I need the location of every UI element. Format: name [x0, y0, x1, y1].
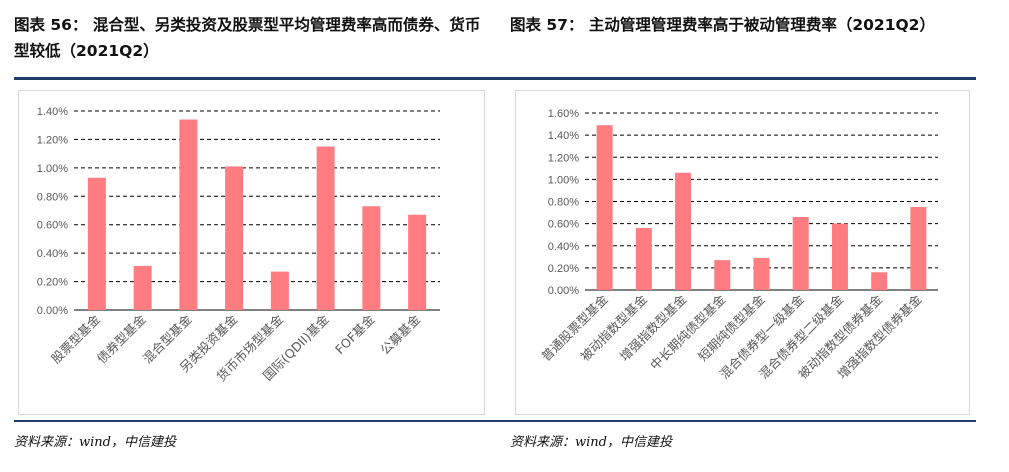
bar — [635, 228, 652, 290]
left-figure-title: 图表 56： 混合型、另类投资及股票型平均管理费率高而债券、货币型较低（2021… — [14, 16, 481, 60]
y-tick-label: 0.00% — [548, 285, 579, 297]
y-tick-label: 0.60% — [548, 219, 579, 231]
bar — [133, 265, 152, 310]
x-category-label: 普通股票型基金 — [538, 291, 611, 364]
bar — [316, 146, 335, 310]
right-source-note: 资料来源：wind，中信建投 — [510, 435, 672, 450]
bar — [792, 216, 809, 290]
y-tick-label: 1.00% — [548, 174, 579, 186]
bar — [675, 172, 692, 290]
left-bar-chart: 0.00% 0.20% 0.40% 0.60% 0.80% 1.00% 1.20% 1.40%… — [37, 106, 440, 384]
y-tick-label: 0.40% — [548, 241, 579, 253]
right-bar-chart: 0.00% 0.20% 0.40% 0.60% 0.80% 1.00% 1.20% 1.40%… — [538, 108, 938, 382]
bar — [362, 206, 381, 310]
bar — [179, 119, 198, 311]
left-source-note: 资料来源：wind，中信建投 — [14, 435, 176, 450]
bar — [225, 166, 244, 310]
bar — [714, 260, 731, 290]
y-tick-label: 1.40% — [548, 130, 579, 142]
y-tick-label: 1.00% — [37, 163, 68, 175]
y-tick-label: 1.40% — [37, 106, 68, 118]
y-tick-label: 0.00% — [37, 305, 68, 317]
y-tick-label: 0.80% — [548, 197, 579, 209]
chart-0-plot: 0.00% 0.20% 0.40% 0.60% 0.80% 1.00% 1.20% 1.40%… — [37, 106, 440, 384]
bar — [596, 125, 613, 290]
y-tick-label: 0.60% — [37, 220, 68, 232]
bar — [831, 223, 848, 290]
left-chart-panel: 0.00% 0.20% 0.40% 0.60% 0.80% 1.00% 1.20% 1.40%… — [18, 90, 485, 415]
bar — [270, 271, 289, 310]
x-category-label: FOF基金 — [332, 311, 378, 357]
right-figure-title: 图表 57： 主动管理管理费率高于被动管理费率（2021Q2） — [510, 16, 935, 34]
y-tick-label: 1.20% — [37, 134, 68, 146]
bar — [871, 272, 888, 290]
bar — [910, 207, 927, 290]
bar — [753, 257, 770, 290]
y-tick-label: 0.80% — [37, 191, 68, 203]
bar — [408, 214, 427, 310]
y-tick-label: 0.20% — [37, 277, 68, 289]
y-tick-label: 0.20% — [548, 263, 579, 275]
bar — [87, 177, 106, 310]
y-tick-label: 1.20% — [548, 152, 579, 164]
right-chart-panel: 0.00% 0.20% 0.40% 0.60% 0.80% 1.00% 1.20% 1.40%… — [515, 90, 970, 415]
y-tick-label: 0.40% — [37, 248, 68, 260]
top-divider — [14, 77, 976, 80]
x-category-label: 公募基金 — [377, 311, 423, 357]
y-tick-label: 1.60% — [548, 108, 579, 120]
chart-1-plot: 0.00% 0.20% 0.40% 0.60% 0.80% 1.00% 1.20% 1.40%… — [538, 108, 938, 382]
bottom-divider — [14, 420, 976, 422]
